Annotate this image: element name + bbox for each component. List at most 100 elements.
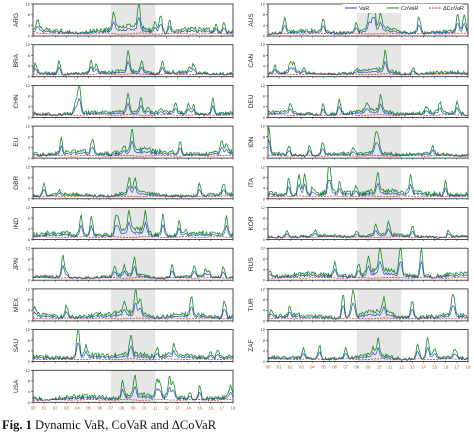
y-tick-label: 0 — [263, 359, 266, 364]
x-tick-label: 02 — [53, 405, 58, 410]
y-tick-label: 12 — [261, 205, 266, 210]
y-tick-label: 4 — [263, 348, 266, 353]
var-line-usa — [32, 385, 234, 402]
y-tick-label: 8 — [263, 53, 266, 58]
y-tick-label: 0 — [263, 278, 266, 283]
shaded-region-ind — [110, 207, 156, 240]
y-tick-label: 4 — [28, 267, 31, 272]
y-tick-label: 8 — [263, 216, 266, 221]
y-tick-label: 4 — [263, 267, 266, 272]
x-tick-label: 09 — [366, 365, 371, 370]
covar-line-zaf — [267, 336, 469, 362]
x-tick-label: 00 — [266, 365, 271, 370]
y-tick-label: 0 — [28, 278, 31, 283]
country-label-aus: AUS — [248, 13, 255, 27]
y-tick-label: 8 — [28, 297, 31, 302]
y-tick-label: 0 — [263, 74, 266, 79]
legend-label-dcovar: ΔCoVaR — [443, 6, 464, 12]
y-tick-label: 12 — [26, 42, 31, 47]
y-tick-label: 8 — [263, 175, 266, 180]
x-tick-label: 08 — [120, 405, 125, 410]
y-tick-label: 4 — [28, 389, 31, 394]
caption-text: Dynamic VaR, CoVaR and ΔCoVaR — [34, 418, 217, 432]
y-tick-label: 12 — [26, 246, 31, 251]
var-line-gbr — [32, 185, 233, 198]
covar-line-gbr — [32, 176, 233, 199]
multi-panel-line-chart: 04812ARG04812BRA04812CHN04812EU04812GBR0… — [13, 2, 471, 411]
dcovar-line-zaf — [267, 358, 469, 361]
x-tick-label: 13 — [175, 405, 180, 410]
country-label-ita: ITA — [248, 177, 255, 187]
covar-line-ind — [32, 209, 234, 239]
y-tick-label: 8 — [28, 175, 31, 180]
country-label-jpn: JPN — [13, 258, 20, 271]
y-tick-label: 8 — [28, 338, 31, 343]
y-tick-label: 12 — [26, 2, 31, 7]
covar-line-arg — [32, 3, 234, 36]
x-tick-label: 04 — [75, 405, 80, 410]
country-label-deu: DEU — [248, 94, 255, 108]
dcovar-line-tur — [267, 317, 469, 320]
x-tick-label: 16 — [443, 365, 448, 370]
y-tick-label: 12 — [26, 327, 31, 332]
x-tick-label: 14 — [186, 405, 191, 410]
y-tick-label: 4 — [263, 64, 266, 69]
y-tick-label: 0 — [28, 34, 31, 39]
x-tick-label: 18 — [466, 365, 471, 370]
y-tick-label: 4 — [263, 226, 266, 231]
y-tick-label: 4 — [28, 186, 31, 191]
y-tick-label: 4 — [263, 104, 266, 109]
y-tick-label: 0 — [28, 359, 31, 364]
y-tick-label: 0 — [263, 34, 266, 39]
y-tick-label: 0 — [28, 318, 31, 323]
country-label-can: CAN — [248, 54, 255, 68]
country-label-zaf: ZAF — [248, 339, 255, 351]
y-tick-label: 0 — [263, 156, 266, 161]
x-tick-label: 05 — [86, 405, 91, 410]
legend-label-covar: CoVaR — [401, 6, 418, 12]
x-tick-label: 03 — [64, 405, 69, 410]
x-tick-label: 11 — [153, 405, 158, 410]
dcovar-line-ita — [267, 195, 468, 198]
x-tick-label: 01 — [42, 405, 47, 410]
country-label-eu: EU — [13, 137, 20, 146]
shaded-region-chn — [110, 85, 156, 118]
y-tick-label: 0 — [28, 400, 31, 405]
covar-line-tur — [268, 288, 469, 321]
dcovar-line-mex — [32, 317, 234, 320]
country-label-bra: BRA — [13, 53, 20, 67]
x-tick-label: 04 — [310, 365, 315, 370]
y-tick-label: 4 — [28, 23, 31, 28]
covar-line-sau — [32, 329, 234, 361]
x-tick-label: 00 — [31, 405, 36, 410]
dcovar-line-chn — [33, 114, 233, 116]
country-label-rus: RUS — [248, 257, 255, 271]
y-tick-label: 12 — [26, 164, 31, 169]
y-tick-label: 4 — [28, 64, 31, 69]
x-tick-label: 17 — [455, 365, 460, 370]
x-tick-label: 08 — [355, 365, 360, 370]
y-tick-label: 4 — [28, 348, 31, 353]
var-line-eu — [32, 141, 234, 157]
y-tick-label: 8 — [263, 338, 266, 343]
y-tick-label: 8 — [28, 94, 31, 99]
var-line-mex — [32, 302, 234, 320]
shaded-region-arg — [110, 4, 156, 36]
x-tick-label: 12 — [399, 365, 404, 370]
x-tick-label: 10 — [142, 405, 147, 410]
y-tick-label: 4 — [28, 226, 31, 231]
y-tick-label: 0 — [263, 115, 266, 120]
var-line-bra — [32, 60, 234, 76]
shaded-region-gbr — [110, 166, 156, 199]
y-tick-label: 12 — [261, 246, 266, 251]
x-tick-label: 12 — [164, 405, 169, 410]
y-tick-label: 0 — [28, 156, 31, 161]
y-tick-label: 12 — [261, 42, 266, 47]
covar-line-jpn — [32, 254, 234, 280]
dcovar-line-sau — [32, 358, 234, 361]
var-line-tur — [268, 302, 469, 320]
dcovar-line-bra — [32, 73, 234, 76]
y-tick-label: 12 — [261, 124, 266, 129]
var-line-chn — [32, 98, 234, 117]
country-label-kor: KOR — [248, 216, 255, 230]
